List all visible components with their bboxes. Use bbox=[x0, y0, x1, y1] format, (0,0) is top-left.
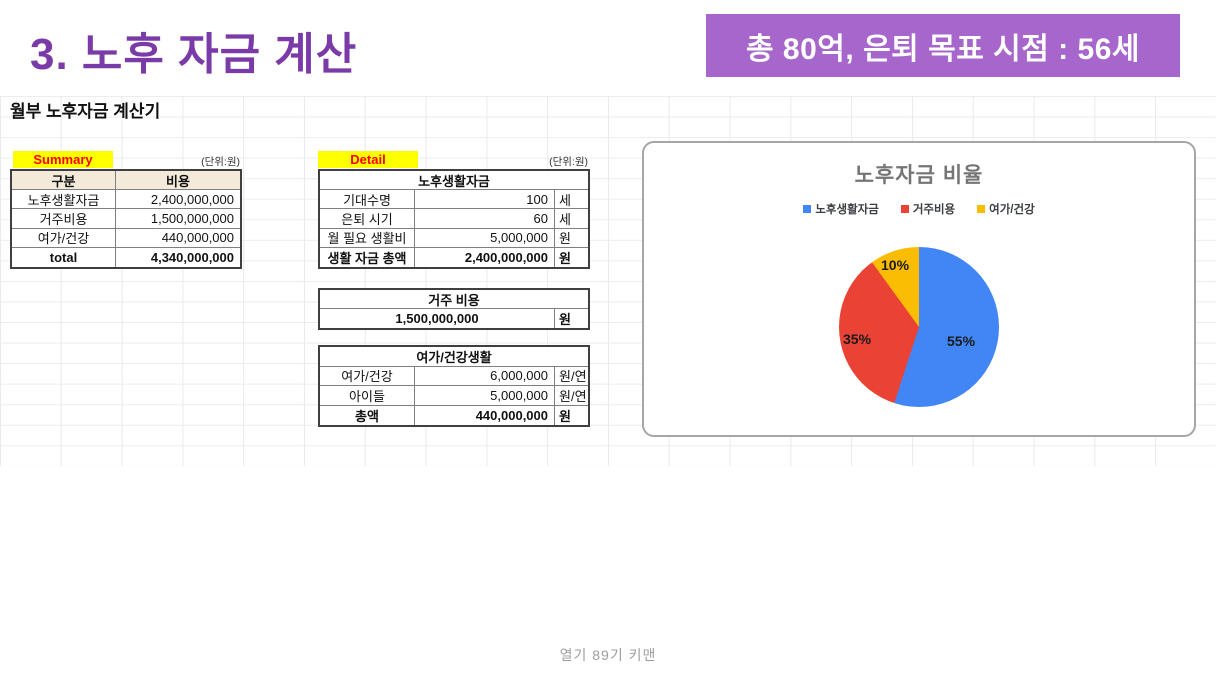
summary-header-col1: 구분 bbox=[12, 171, 116, 191]
summary-label: Summary bbox=[13, 151, 113, 168]
pie-slice-label: 35% bbox=[843, 331, 872, 347]
leisure-row-value: 6,000,000 bbox=[415, 366, 555, 386]
housing-value: 1,500,000,000 bbox=[320, 309, 555, 329]
life-row-name: 기대수명 bbox=[320, 190, 415, 210]
life-total-unit: 원 bbox=[559, 250, 571, 266]
pie: 55% 35% 10% bbox=[839, 247, 999, 407]
leisure-row-value: 5,000,000 bbox=[415, 386, 555, 406]
life-row-value: 60 bbox=[415, 209, 555, 229]
summary-row-value: 440,000,000 bbox=[116, 229, 240, 248]
leisure-row-name: 여가/건강 bbox=[320, 366, 415, 386]
slide-title: 3. 노후 자금 계산 bbox=[30, 30, 358, 79]
goal-badge: 총 80억, 은퇴 목표 시점 : 56세 bbox=[706, 14, 1180, 77]
life-row-name: 월 필요 생활비 bbox=[320, 228, 415, 248]
detail-unit-note: (단위:원) bbox=[549, 156, 588, 168]
legend-label: 거주비용 bbox=[912, 204, 956, 216]
life-total-value: 2,400,000,000 bbox=[415, 247, 555, 267]
housing-table: 거주 비용 1,500,000,000 원 bbox=[318, 288, 590, 331]
pie-slice-label: 10% bbox=[881, 257, 910, 273]
leisure-row-name: 아이들 bbox=[320, 386, 415, 406]
pie-chart-card: 노후자금 비율 노후생활자금 거주비용 여가/건강 55% 35% 10% bbox=[642, 141, 1196, 437]
summary-header-col2: 비용 bbox=[116, 171, 240, 191]
legend-swatch bbox=[900, 205, 909, 213]
legend-item: 여가/건강 bbox=[977, 201, 1035, 217]
pie-slice-label: 55% bbox=[947, 333, 976, 349]
life-row-value: 5,000,000 bbox=[415, 228, 555, 248]
summary-unit-note: (단위:원) bbox=[201, 156, 240, 168]
detail-label: Detail bbox=[318, 151, 418, 168]
summary-row-value: 2,400,000,000 bbox=[116, 190, 240, 210]
leisure-total-unit: 원 bbox=[559, 408, 571, 424]
sheet-title: 월부 노후자금 계산기 bbox=[10, 102, 161, 121]
legend-item: 거주비용 bbox=[900, 201, 956, 217]
life-row-value: 100 bbox=[415, 190, 555, 210]
life-total-label: 생활 자금 총액 bbox=[320, 247, 415, 267]
leisure-total-label: 총액 bbox=[320, 405, 415, 425]
legend-label: 여가/건강 bbox=[989, 204, 1035, 216]
life-row-unit: 원 bbox=[555, 229, 588, 248]
legend-swatch bbox=[977, 205, 986, 213]
legend-label: 노후생활자금 bbox=[815, 204, 879, 216]
life-row-unit: 세 bbox=[555, 190, 588, 210]
summary-total-value: 4,340,000,000 bbox=[150, 249, 234, 265]
life-funds-table: 노후생활자금 기대수명 100 세 은퇴 시기 60 세 월 필요 생활비 5,… bbox=[318, 169, 590, 269]
summary-row-name: 여가/건강 bbox=[12, 228, 116, 248]
legend-item: 노후생활자금 bbox=[803, 201, 879, 217]
leisure-row-unit: 원/연 bbox=[555, 386, 588, 406]
housing-table-title: 거주 비용 bbox=[320, 290, 588, 310]
chart-title: 노후자금 비율 bbox=[854, 164, 984, 187]
chart-legend: 노후생활자금 거주비용 여가/건강 bbox=[644, 201, 1194, 217]
summary-row-name: 거주비용 bbox=[12, 209, 116, 229]
summary-row-value: 1,500,000,000 bbox=[116, 209, 240, 229]
summary-row-name: 노후생활자금 bbox=[12, 190, 116, 210]
leisure-total-value: 440,000,000 bbox=[415, 405, 555, 425]
leisure-table: 여가/건강생활 여가/건강 6,000,000 원/연 아이들 5,000,00… bbox=[318, 345, 590, 427]
summary-total-label: total bbox=[12, 247, 116, 267]
legend-swatch bbox=[803, 205, 812, 213]
life-row-unit: 세 bbox=[555, 209, 588, 229]
leisure-table-title: 여가/건강생활 bbox=[320, 347, 588, 367]
summary-table: 구분 비용 노후생활자금 2,400,000,000 거주비용 1,500,00… bbox=[10, 169, 242, 269]
housing-unit: 원 bbox=[559, 312, 571, 328]
leisure-row-unit: 원/연 bbox=[555, 367, 588, 386]
life-table-title: 노후생활자금 bbox=[320, 171, 588, 191]
life-row-name: 은퇴 시기 bbox=[320, 209, 415, 229]
footer-credit: 열기 89기 키맨 bbox=[559, 647, 657, 663]
